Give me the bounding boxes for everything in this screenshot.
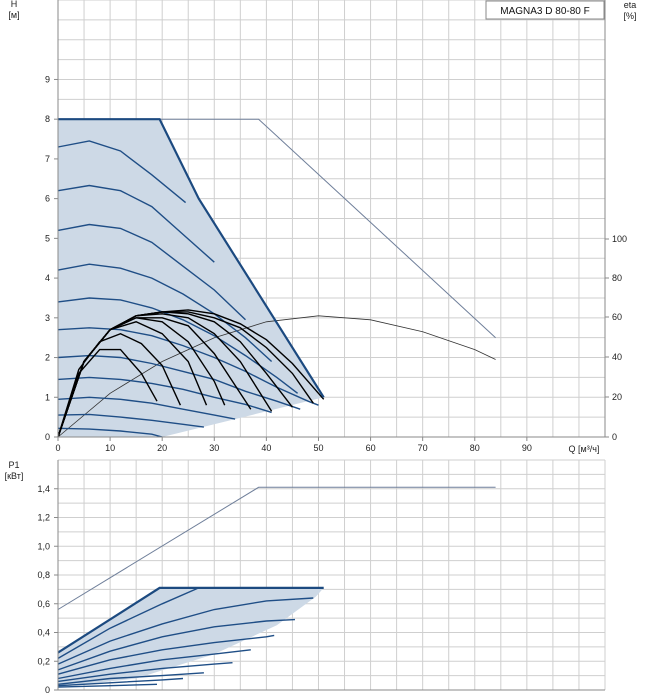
eta-y-tick-label: 20 (612, 392, 622, 402)
head-y-tick-label: 7 (45, 154, 50, 164)
flow-x-tick-label: 30 (209, 443, 219, 453)
power-y-tick-label: 1,2 (37, 513, 50, 523)
power-y-tick-label: 1,4 (37, 484, 50, 494)
power-operating-area (58, 587, 324, 688)
eta-curve-1 (57, 348, 158, 438)
head-curve-6 (57, 327, 319, 406)
flow-axis-label: Q [м³/ч] (569, 444, 600, 454)
head-extension-line (159, 118, 496, 339)
power-axis-unit: [кВт] (5, 471, 24, 481)
power-y-tick-label: 0,6 (37, 599, 50, 609)
flow-x-tick-label: 60 (366, 443, 376, 453)
eta-y-tick-label: 100 (612, 234, 627, 244)
flow-x-tick-label: 50 (313, 443, 323, 453)
power-extension-line (57, 486, 496, 610)
power-chart-plot (57, 486, 496, 688)
head-y-tick-label: 8 (45, 114, 50, 124)
eta-extension-line (57, 315, 496, 438)
flow-x-tick-label: 70 (418, 443, 428, 453)
power-y-tick-label: 0,8 (37, 570, 50, 580)
power-curve-7 (57, 672, 204, 685)
head-max-curve (58, 118, 325, 398)
head-axis-label: H (11, 0, 18, 9)
flow-x-tick-label: 80 (470, 443, 480, 453)
flow-x-tick-label: 10 (105, 443, 115, 453)
head-y-tick-label: 5 (45, 233, 50, 243)
flow-x-tick-label: 20 (157, 443, 167, 453)
eta-y-tick-label: 0 (612, 432, 617, 442)
power-y-tick-label: 0 (45, 685, 50, 695)
eta-y-tick-label: 40 (612, 352, 622, 362)
head-y-tick-label: 2 (45, 353, 50, 363)
eta-curve-9 (57, 309, 325, 438)
flow-x-tick-label: 90 (522, 443, 532, 453)
head-y-tick-label: 9 (45, 74, 50, 84)
eta-y-tick-label: 60 (612, 312, 622, 322)
head-y-tick-label: 3 (45, 313, 50, 323)
head-curve-3 (57, 223, 246, 321)
head-curve-4 (57, 263, 273, 363)
power-curve-3 (57, 618, 296, 671)
power-curve-4 (57, 634, 275, 675)
head-curve-8 (57, 376, 272, 414)
head-y-tick-label: 0 (45, 432, 50, 442)
model-name-box (485, 0, 605, 20)
power-max-curve (57, 586, 324, 654)
head-curve-11 (57, 427, 163, 438)
head-y-tick-label: 6 (45, 194, 50, 204)
power-y-tick-label: 0,4 (37, 628, 50, 638)
eta-curve-2 (57, 332, 182, 438)
eta-axis-unit: [%] (623, 11, 636, 21)
flow-x-tick-label: 40 (261, 443, 271, 453)
power-curve-5 (57, 649, 251, 680)
head-curve-5 (57, 297, 299, 394)
eta-y-tick-label: 80 (612, 273, 622, 283)
flow-x-tick-label: 0 (55, 443, 60, 453)
model-name: MAGNA3 D 80-80 F (500, 6, 589, 17)
head-y-tick-label: 1 (45, 392, 50, 402)
head-axis-unit: [м] (8, 10, 19, 20)
power-curve-1 (57, 587, 199, 660)
head-y-tick-label: 4 (45, 273, 50, 283)
power-axis-label: P1 (8, 460, 19, 470)
head-curve-2 (57, 184, 215, 263)
head-curve-9 (57, 396, 236, 420)
power-curve-9 (57, 683, 158, 688)
power-y-tick-label: 1,0 (37, 541, 50, 551)
power-curve-2 (57, 597, 314, 665)
power-curve-6 (57, 662, 233, 683)
head-chart-plot (57, 118, 496, 438)
head-curve-1 (57, 140, 187, 204)
power-y-tick-label: 0,2 (37, 656, 50, 666)
power-curve-8 (57, 677, 184, 687)
head-curve-7 (57, 354, 301, 410)
head-curve-10 (57, 413, 204, 428)
eta-axis-label: eta (624, 0, 637, 10)
